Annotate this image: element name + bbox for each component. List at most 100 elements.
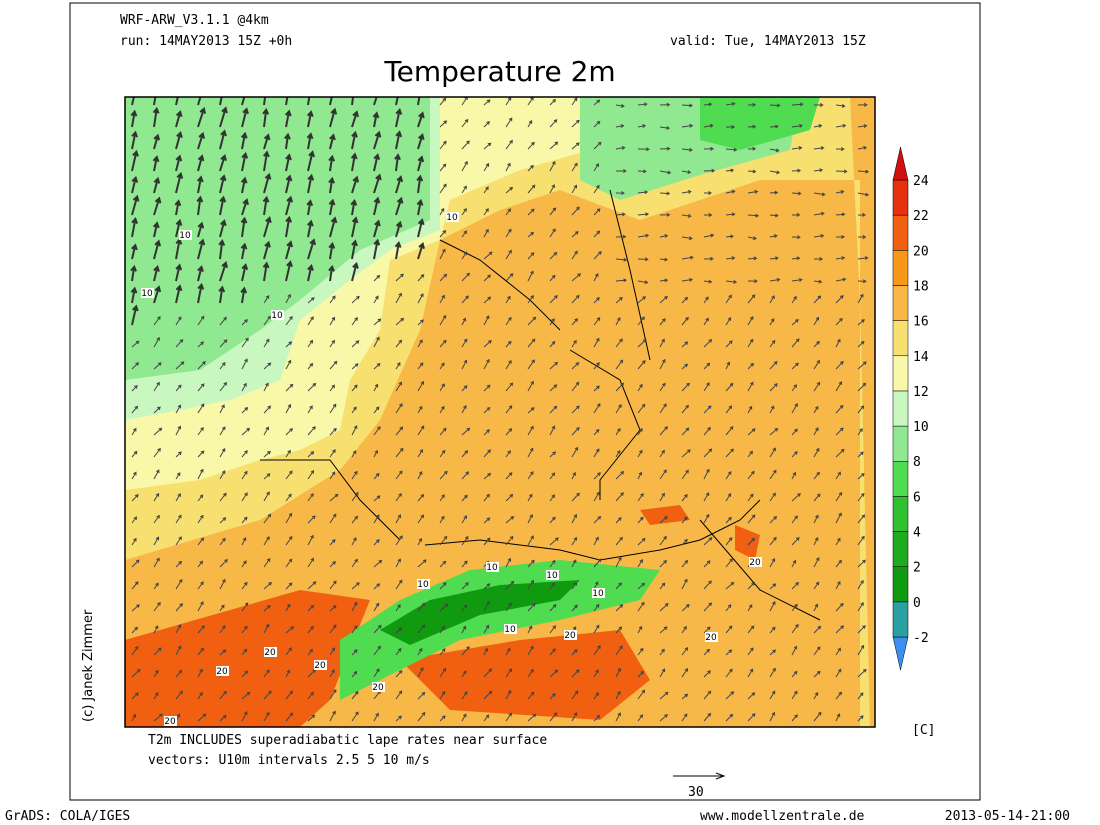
- wind-arrow: [681, 449, 691, 458]
- baltic-cold: [700, 97, 820, 150]
- contour-label: 20: [372, 683, 384, 693]
- wind-arrow: [637, 516, 644, 524]
- wind-arrow: [835, 625, 845, 634]
- wind-arrow: [835, 580, 841, 590]
- wind-arrow: [439, 667, 447, 678]
- wind-arrow: [835, 427, 844, 436]
- wind-arrow: [505, 273, 514, 282]
- wind-arrow: [373, 219, 381, 238]
- wind-arrow: [593, 428, 600, 436]
- wind-arrow: [153, 536, 160, 546]
- contour-label-bg: [749, 557, 762, 567]
- wind-arrow: [131, 604, 140, 612]
- wind-arrow: [791, 319, 799, 326]
- wind-arrow: [615, 382, 625, 392]
- wind-arrow: [571, 142, 580, 150]
- wind-arrow: [263, 216, 272, 238]
- wind-arrow: [439, 715, 446, 722]
- wind-arrow: [395, 175, 404, 194]
- wind-arrow: [395, 220, 403, 238]
- wind-arrow: [813, 493, 821, 502]
- wind-arrow: [725, 668, 733, 678]
- wind-arrow: [351, 537, 357, 546]
- colorbar-segment: [892, 390, 909, 427]
- wind-arrow: [857, 559, 866, 568]
- wind-arrow: [131, 537, 137, 546]
- wind-arrow: [329, 427, 337, 436]
- wind-arrow: [527, 184, 536, 194]
- wind-arrow: [262, 261, 270, 282]
- wind-arrow: [659, 535, 667, 546]
- wind-arrow: [813, 168, 824, 173]
- wind-arrow: [417, 242, 425, 260]
- wind-arrow: [241, 319, 248, 326]
- wind-arrow: [835, 602, 844, 612]
- wind-arrow: [769, 170, 781, 175]
- wind-arrow: [681, 236, 693, 241]
- wind-arrow: [351, 425, 358, 436]
- wind-arrow: [329, 403, 337, 414]
- wind-arrow: [328, 264, 335, 282]
- wind-arrow: [791, 403, 798, 414]
- wind-arrow: [306, 199, 314, 216]
- wind-arrow: [417, 339, 423, 348]
- wind-arrow: [637, 338, 647, 348]
- colorbar-high: [892, 146, 909, 181]
- wind-arrow: [703, 690, 712, 700]
- wind-arrow: [769, 234, 778, 239]
- colorbar-tick-label: 0: [913, 596, 921, 611]
- wind-arrow: [681, 123, 694, 128]
- wind-arrow: [131, 130, 139, 150]
- wind-arrow: [769, 601, 776, 612]
- wind-arrow: [857, 644, 865, 656]
- wind-arrow: [747, 625, 755, 634]
- wind-arrow: [813, 536, 819, 546]
- wind-arrow: [659, 492, 665, 502]
- wind-arrow: [615, 582, 622, 590]
- wind-arrow: [615, 191, 625, 196]
- wind-arrow: [219, 316, 227, 326]
- wind-arrow: [615, 690, 621, 700]
- wind-arrow: [571, 559, 577, 568]
- wind-arrow: [417, 667, 424, 678]
- wind-arrow: [241, 263, 249, 282]
- wind-arrow: [219, 649, 227, 656]
- unit-label: [C]: [912, 723, 935, 738]
- wind-arrow: [791, 146, 803, 150]
- colorbar-tick-label: 24: [913, 174, 929, 189]
- colorbar-segment: [892, 179, 909, 216]
- wind-arrow: [483, 358, 490, 370]
- wind-arrow: [175, 171, 184, 194]
- wind-arrow: [593, 208, 601, 216]
- wind-arrow: [372, 111, 380, 128]
- wind-arrow: [615, 257, 628, 262]
- wind-arrow: [240, 216, 248, 238]
- wind-arrow: [747, 405, 753, 414]
- wind-arrow: [351, 239, 358, 260]
- contour-label-bg: [216, 666, 229, 676]
- wind-arrow: [417, 111, 425, 128]
- wind-arrow: [175, 404, 182, 414]
- wind-arrow: [241, 450, 248, 458]
- contour-label: 20: [216, 667, 228, 677]
- wind-arrow: [152, 106, 160, 128]
- wind-arrow: [747, 428, 756, 436]
- wind-arrow: [615, 536, 623, 546]
- wind-arrow: [791, 338, 800, 348]
- wind-arrow: [505, 228, 512, 238]
- wind-arrow: [659, 603, 669, 612]
- colorbar-tick-label: 12: [913, 385, 929, 400]
- wind-arrow: [835, 404, 844, 414]
- wind-arrow: [439, 273, 448, 282]
- wind-arrow: [505, 427, 513, 436]
- wind-arrow: [813, 471, 820, 480]
- wind-arrow: [263, 581, 273, 590]
- wind-arrow: [461, 185, 467, 194]
- wind-arrow: [329, 216, 338, 238]
- wind-arrow: [461, 427, 471, 436]
- wind-arrow: [307, 714, 316, 722]
- wind-arrow: [527, 407, 535, 414]
- wind-arrow: [747, 381, 754, 392]
- wind-arrow: [395, 362, 401, 370]
- wind-arrow: [659, 648, 665, 656]
